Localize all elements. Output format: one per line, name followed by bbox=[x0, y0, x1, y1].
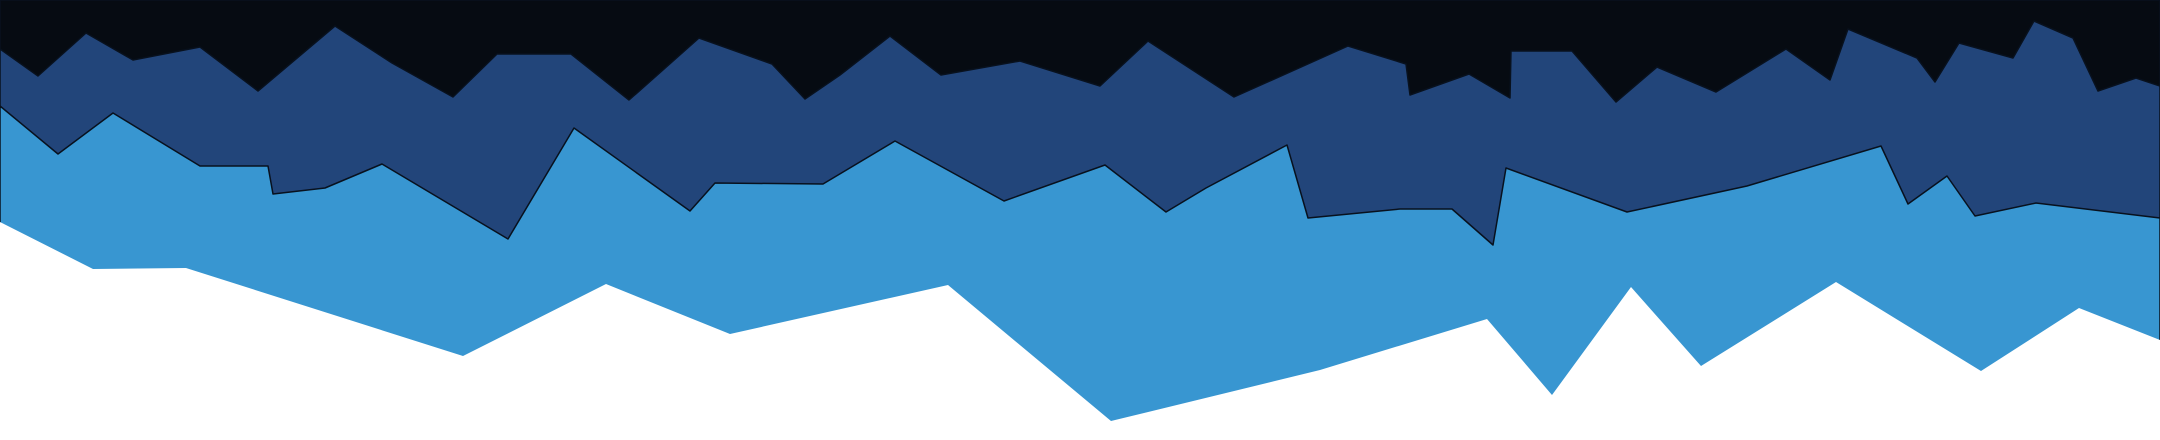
white-foreground-layer bbox=[0, 222, 2160, 440]
